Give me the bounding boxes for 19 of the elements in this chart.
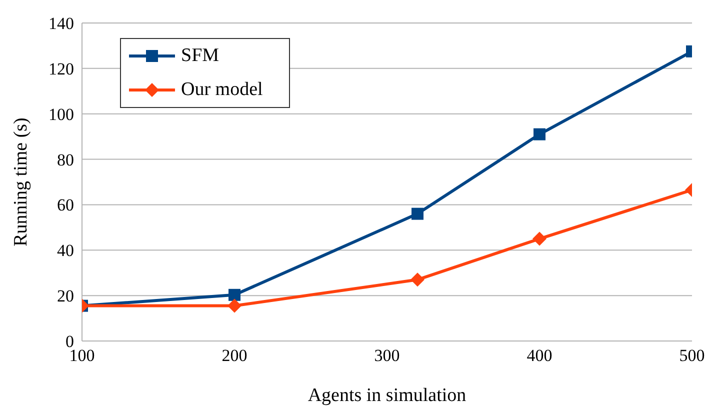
y-tick-label: 40 xyxy=(57,241,74,260)
y-tick-label: 120 xyxy=(48,59,74,78)
x-tick-label: 300 xyxy=(374,346,400,366)
x-tick-label: 200 xyxy=(222,346,248,366)
y-axis-title: Running time (s) xyxy=(10,118,32,246)
y-tick-label: 140 xyxy=(48,14,74,34)
point xyxy=(534,128,546,140)
point xyxy=(412,208,424,220)
legend-label: Our model xyxy=(181,79,263,101)
point xyxy=(410,272,424,287)
x-tick-label: 400 xyxy=(526,346,552,366)
x-axis-title: Agents in simulation xyxy=(308,385,467,406)
point xyxy=(532,232,546,246)
x-tick-label: 500 xyxy=(679,346,705,366)
y-tick-label: 60 xyxy=(57,196,74,215)
legend-label: SFM xyxy=(181,45,220,67)
y-tick-label: 100 xyxy=(48,104,74,124)
y-tick-label: 80 xyxy=(57,150,74,170)
y-tick-label: 20 xyxy=(57,286,74,306)
